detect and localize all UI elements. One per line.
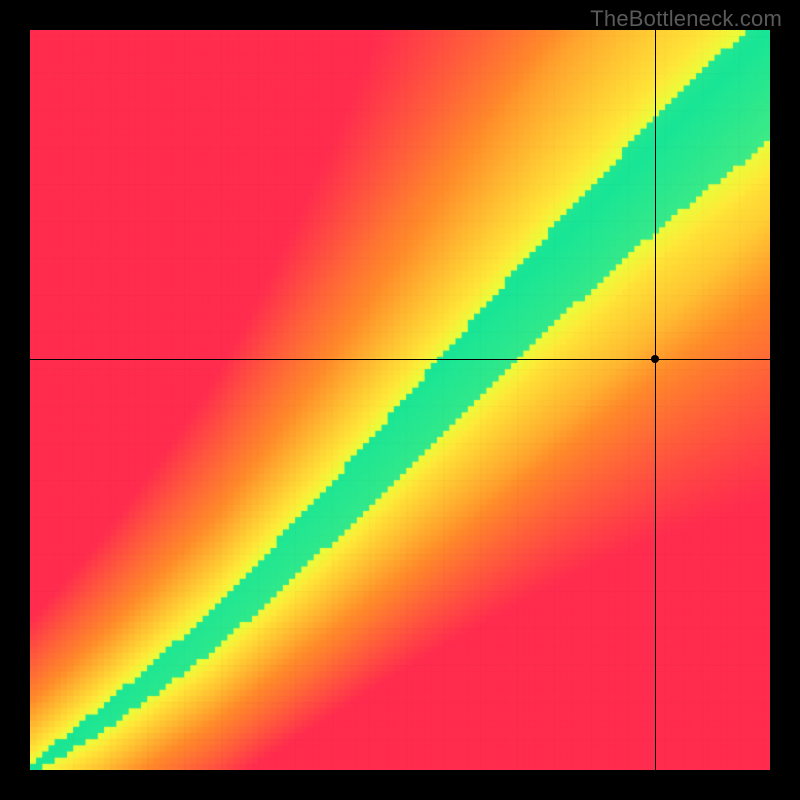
chart-container: TheBottleneck.com [0,0,800,800]
heatmap-canvas [30,30,770,770]
watermark-text: TheBottleneck.com [590,6,782,32]
crosshair-dot [651,355,659,363]
crosshair-vertical [655,30,656,770]
plot-frame [30,30,770,770]
